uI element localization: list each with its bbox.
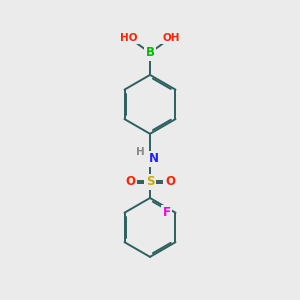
Text: S: S <box>146 175 154 188</box>
Text: OH: OH <box>163 32 180 43</box>
Text: F: F <box>163 206 171 219</box>
Text: HO: HO <box>120 32 138 43</box>
Text: O: O <box>125 175 135 188</box>
Text: N: N <box>148 152 158 165</box>
Text: H: H <box>136 147 145 158</box>
Text: B: B <box>146 46 154 59</box>
Text: O: O <box>165 175 175 188</box>
